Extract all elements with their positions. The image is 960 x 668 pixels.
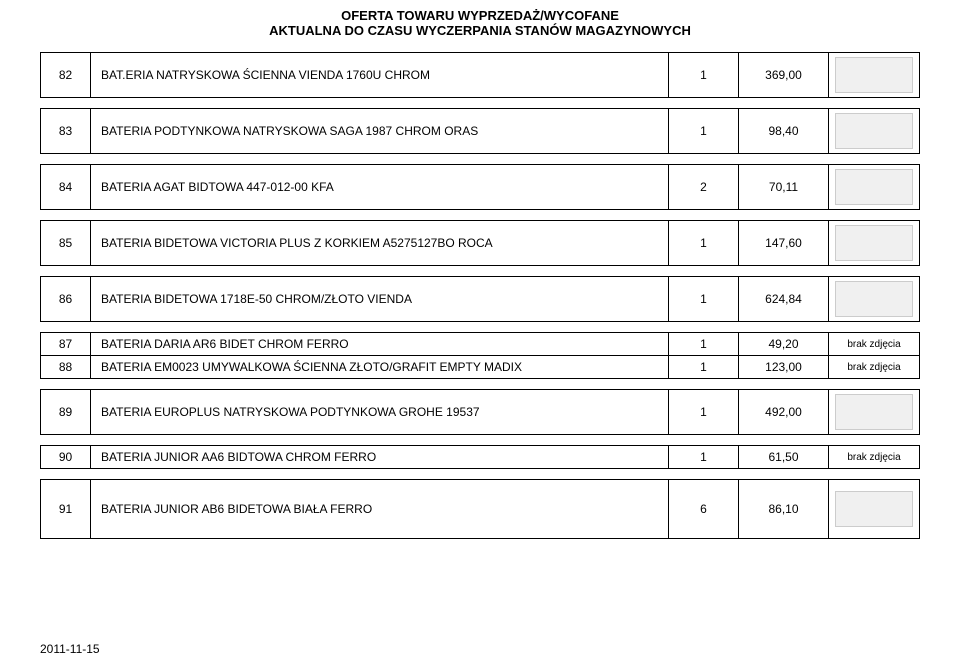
- quantity: 1: [669, 221, 739, 265]
- price: 123,00: [739, 356, 829, 378]
- header-title-1: OFERTA TOWARU WYPRZEDAŻ/WYCOFANE: [0, 8, 960, 23]
- table-row: 91BATERIA JUNIOR AB6 BIDETOWA BIAŁA FERR…: [40, 479, 920, 539]
- product-name: BATERIA JUNIOR AA6 BIDTOWA CHROM FERRO: [91, 446, 669, 468]
- table-row: 85BATERIA BIDETOWA VICTORIA PLUS Z KORKI…: [40, 220, 920, 266]
- product-name: BATERIA EUROPLUS NATRYSKOWA PODTYNKOWA G…: [91, 390, 669, 434]
- image-cell: brak zdjęcia: [829, 333, 919, 356]
- footer-date: 2011-11-15: [40, 642, 100, 656]
- quantity: 1: [669, 356, 739, 378]
- price: 70,11: [739, 165, 829, 209]
- header-title-2: AKTUALNA DO CZASU WYCZERPANIA STANÓW MAG…: [0, 23, 960, 38]
- quantity: 1: [669, 333, 739, 356]
- product-thumbnail: [835, 113, 913, 149]
- quantity: 1: [669, 109, 739, 153]
- image-cell: brak zdjęcia: [829, 356, 919, 378]
- product-name: BATERIA BIDETOWA VICTORIA PLUS Z KORKIEM…: [91, 221, 669, 265]
- product-thumbnail: [835, 394, 913, 430]
- image-cell: [829, 221, 919, 265]
- product-name: BATERIA BIDETOWA 1718E-50 CHROM/ZŁOTO VI…: [91, 277, 669, 321]
- table-row: 89BATERIA EUROPLUS NATRYSKOWA PODTYNKOWA…: [40, 389, 920, 435]
- price: 49,20: [739, 333, 829, 356]
- image-cell: [829, 109, 919, 153]
- table-row: 88BATERIA EM0023 UMYWALKOWA ŚCIENNA ZŁOT…: [41, 356, 919, 378]
- product-thumbnail: [835, 169, 913, 205]
- product-name: BATERIA EM0023 UMYWALKOWA ŚCIENNA ZŁOTO/…: [91, 356, 669, 378]
- table-row: 86BATERIA BIDETOWA 1718E-50 CHROM/ZŁOTO …: [40, 276, 920, 322]
- no-image-label: brak zdjęcia: [847, 452, 900, 463]
- row-number: 83: [41, 109, 91, 153]
- table-row-group: 87BATERIA DARIA AR6 BIDET CHROM FERRO149…: [40, 332, 920, 379]
- image-cell: [829, 277, 919, 321]
- price: 98,40: [739, 109, 829, 153]
- price: 61,50: [739, 446, 829, 468]
- table-row: 84BATERIA AGAT BIDTOWA 447-012-00 KFA270…: [40, 164, 920, 210]
- image-cell: [829, 390, 919, 434]
- quantity: 1: [669, 390, 739, 434]
- quantity: 2: [669, 165, 739, 209]
- row-number: 82: [41, 53, 91, 97]
- quantity: 1: [669, 446, 739, 468]
- quantity: 6: [669, 480, 739, 538]
- product-name: BATERIA PODTYNKOWA NATRYSKOWA SAGA 1987 …: [91, 109, 669, 153]
- price: 492,00: [739, 390, 829, 434]
- image-cell: brak zdjęcia: [829, 446, 919, 468]
- product-thumbnail: [835, 491, 913, 527]
- table-row: 87BATERIA DARIA AR6 BIDET CHROM FERRO149…: [41, 333, 919, 356]
- image-cell: [829, 480, 919, 538]
- table-row: 83BATERIA PODTYNKOWA NATRYSKOWA SAGA 198…: [40, 108, 920, 154]
- price: 147,60: [739, 221, 829, 265]
- image-cell: [829, 53, 919, 97]
- table-row: 82BAT.ERIA NATRYSKOWA ŚCIENNA VIENDA 176…: [40, 52, 920, 98]
- row-number: 88: [41, 356, 91, 378]
- row-number: 85: [41, 221, 91, 265]
- row-number: 84: [41, 165, 91, 209]
- table-content: 82BAT.ERIA NATRYSKOWA ŚCIENNA VIENDA 176…: [0, 44, 960, 539]
- product-thumbnail: [835, 225, 913, 261]
- product-name: BATERIA DARIA AR6 BIDET CHROM FERRO: [91, 333, 669, 356]
- row-number: 91: [41, 480, 91, 538]
- table-row: 90BATERIA JUNIOR AA6 BIDTOWA CHROM FERRO…: [40, 445, 920, 469]
- image-cell: [829, 165, 919, 209]
- row-number: 87: [41, 333, 91, 356]
- price: 369,00: [739, 53, 829, 97]
- document-header: OFERTA TOWARU WYPRZEDAŻ/WYCOFANE AKTUALN…: [0, 0, 960, 44]
- price: 86,10: [739, 480, 829, 538]
- product-name: BAT.ERIA NATRYSKOWA ŚCIENNA VIENDA 1760U…: [91, 53, 669, 97]
- product-thumbnail: [835, 281, 913, 317]
- no-image-label: brak zdjęcia: [847, 362, 900, 373]
- product-name: BATERIA JUNIOR AB6 BIDETOWA BIAŁA FERRO: [91, 480, 669, 538]
- price: 624,84: [739, 277, 829, 321]
- quantity: 1: [669, 277, 739, 321]
- no-image-label: brak zdjęcia: [847, 339, 900, 350]
- quantity: 1: [669, 53, 739, 97]
- row-number: 89: [41, 390, 91, 434]
- product-thumbnail: [835, 57, 913, 93]
- row-number: 86: [41, 277, 91, 321]
- row-number: 90: [41, 446, 91, 468]
- product-name: BATERIA AGAT BIDTOWA 447-012-00 KFA: [91, 165, 669, 209]
